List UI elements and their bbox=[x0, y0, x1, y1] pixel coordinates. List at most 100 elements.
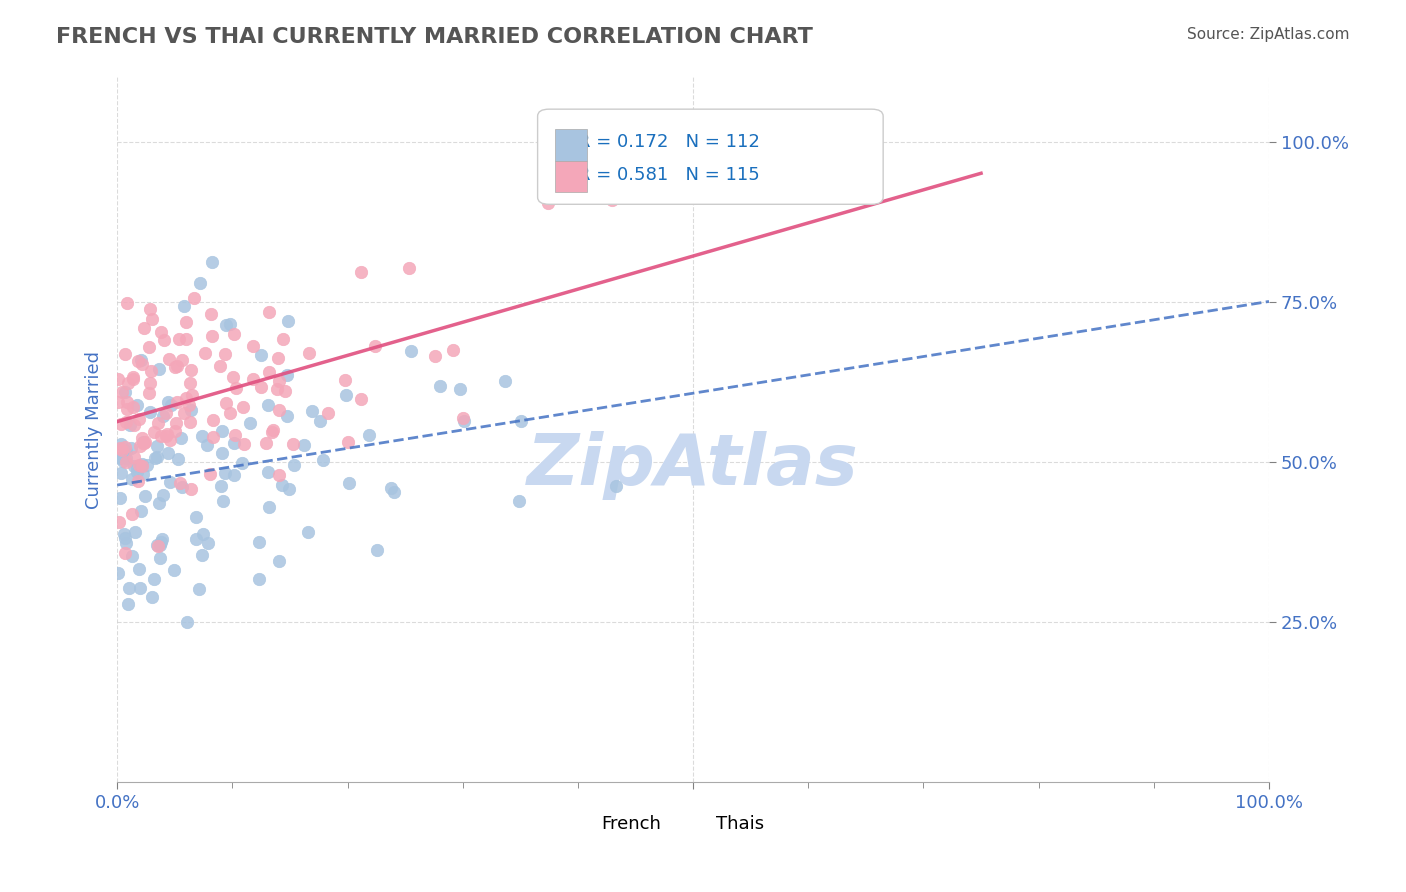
Point bbox=[441, 343, 464, 358]
Point bbox=[115, 402, 138, 417]
Point bbox=[364, 339, 387, 353]
Point bbox=[451, 411, 474, 425]
Point bbox=[110, 437, 132, 451]
Point bbox=[115, 443, 138, 458]
Point bbox=[167, 451, 190, 466]
Point bbox=[260, 425, 283, 440]
Point bbox=[115, 450, 138, 465]
Point bbox=[232, 436, 254, 450]
Point bbox=[200, 467, 222, 481]
Point bbox=[143, 425, 166, 439]
Point bbox=[114, 531, 136, 545]
Point bbox=[132, 467, 155, 481]
Text: R = 0.172   N = 112: R = 0.172 N = 112 bbox=[578, 133, 759, 152]
Point bbox=[148, 496, 170, 510]
Y-axis label: Currently Married: Currently Married bbox=[86, 351, 103, 508]
Point bbox=[127, 475, 149, 489]
Point bbox=[122, 400, 145, 414]
Point bbox=[152, 409, 174, 424]
Point bbox=[149, 534, 172, 549]
Point bbox=[152, 333, 174, 347]
Point bbox=[247, 534, 270, 549]
Point bbox=[121, 549, 143, 563]
Point bbox=[224, 427, 246, 442]
Point bbox=[335, 388, 357, 402]
Text: Zip​Atlas: Zip​Atlas bbox=[527, 431, 859, 500]
Point bbox=[382, 485, 405, 500]
Point bbox=[423, 350, 446, 364]
Point bbox=[125, 398, 148, 412]
Point bbox=[222, 327, 245, 342]
Point bbox=[179, 398, 201, 412]
Point bbox=[429, 379, 451, 393]
Point bbox=[256, 399, 278, 413]
Point bbox=[149, 429, 172, 443]
Point bbox=[218, 317, 240, 331]
Point bbox=[225, 382, 247, 396]
Point bbox=[172, 353, 194, 368]
Point bbox=[107, 566, 129, 580]
Point bbox=[250, 380, 273, 394]
Point bbox=[124, 458, 146, 473]
Point bbox=[146, 450, 169, 465]
Point bbox=[278, 482, 301, 496]
Point bbox=[152, 488, 174, 502]
Point bbox=[494, 375, 516, 389]
Point bbox=[157, 395, 180, 409]
Point bbox=[134, 436, 156, 450]
Point bbox=[200, 307, 222, 321]
Point bbox=[239, 416, 262, 430]
Point bbox=[195, 438, 218, 452]
Point bbox=[211, 424, 233, 438]
Point bbox=[267, 467, 290, 482]
Point bbox=[120, 441, 142, 455]
FancyBboxPatch shape bbox=[688, 807, 716, 835]
Point bbox=[259, 365, 281, 379]
Point bbox=[132, 321, 155, 335]
Point bbox=[218, 406, 240, 420]
Point bbox=[273, 384, 295, 399]
Point bbox=[128, 458, 150, 473]
Point bbox=[188, 277, 211, 291]
Point bbox=[160, 398, 183, 412]
Point bbox=[110, 417, 132, 431]
Point bbox=[159, 351, 181, 366]
Point bbox=[117, 296, 139, 310]
Point bbox=[215, 318, 238, 333]
FancyBboxPatch shape bbox=[555, 128, 588, 161]
Point bbox=[149, 325, 172, 339]
Point bbox=[271, 333, 294, 347]
Point bbox=[155, 406, 177, 420]
Point bbox=[312, 453, 335, 467]
Point bbox=[132, 435, 155, 450]
Point bbox=[121, 372, 143, 386]
Point bbox=[212, 493, 235, 508]
Point bbox=[111, 450, 134, 465]
Point bbox=[254, 435, 277, 450]
Point bbox=[298, 346, 321, 360]
Point bbox=[256, 465, 278, 479]
Point bbox=[112, 527, 135, 541]
Point bbox=[146, 416, 169, 430]
Text: R = 0.581   N = 115: R = 0.581 N = 115 bbox=[578, 166, 759, 184]
Point bbox=[115, 455, 138, 469]
Point bbox=[247, 573, 270, 587]
Point bbox=[333, 373, 356, 387]
Point bbox=[141, 311, 163, 326]
Point bbox=[184, 509, 207, 524]
Point bbox=[232, 400, 254, 414]
Point bbox=[190, 429, 212, 443]
Point bbox=[399, 344, 422, 359]
Point bbox=[114, 441, 136, 455]
Point bbox=[222, 468, 245, 483]
Point bbox=[159, 475, 181, 489]
Point bbox=[281, 437, 304, 451]
Point bbox=[271, 478, 294, 492]
FancyBboxPatch shape bbox=[555, 161, 588, 193]
Point bbox=[156, 446, 179, 460]
Point bbox=[138, 386, 160, 401]
Point bbox=[183, 291, 205, 305]
Point bbox=[143, 450, 166, 465]
Point bbox=[117, 597, 139, 611]
Point bbox=[128, 412, 150, 426]
